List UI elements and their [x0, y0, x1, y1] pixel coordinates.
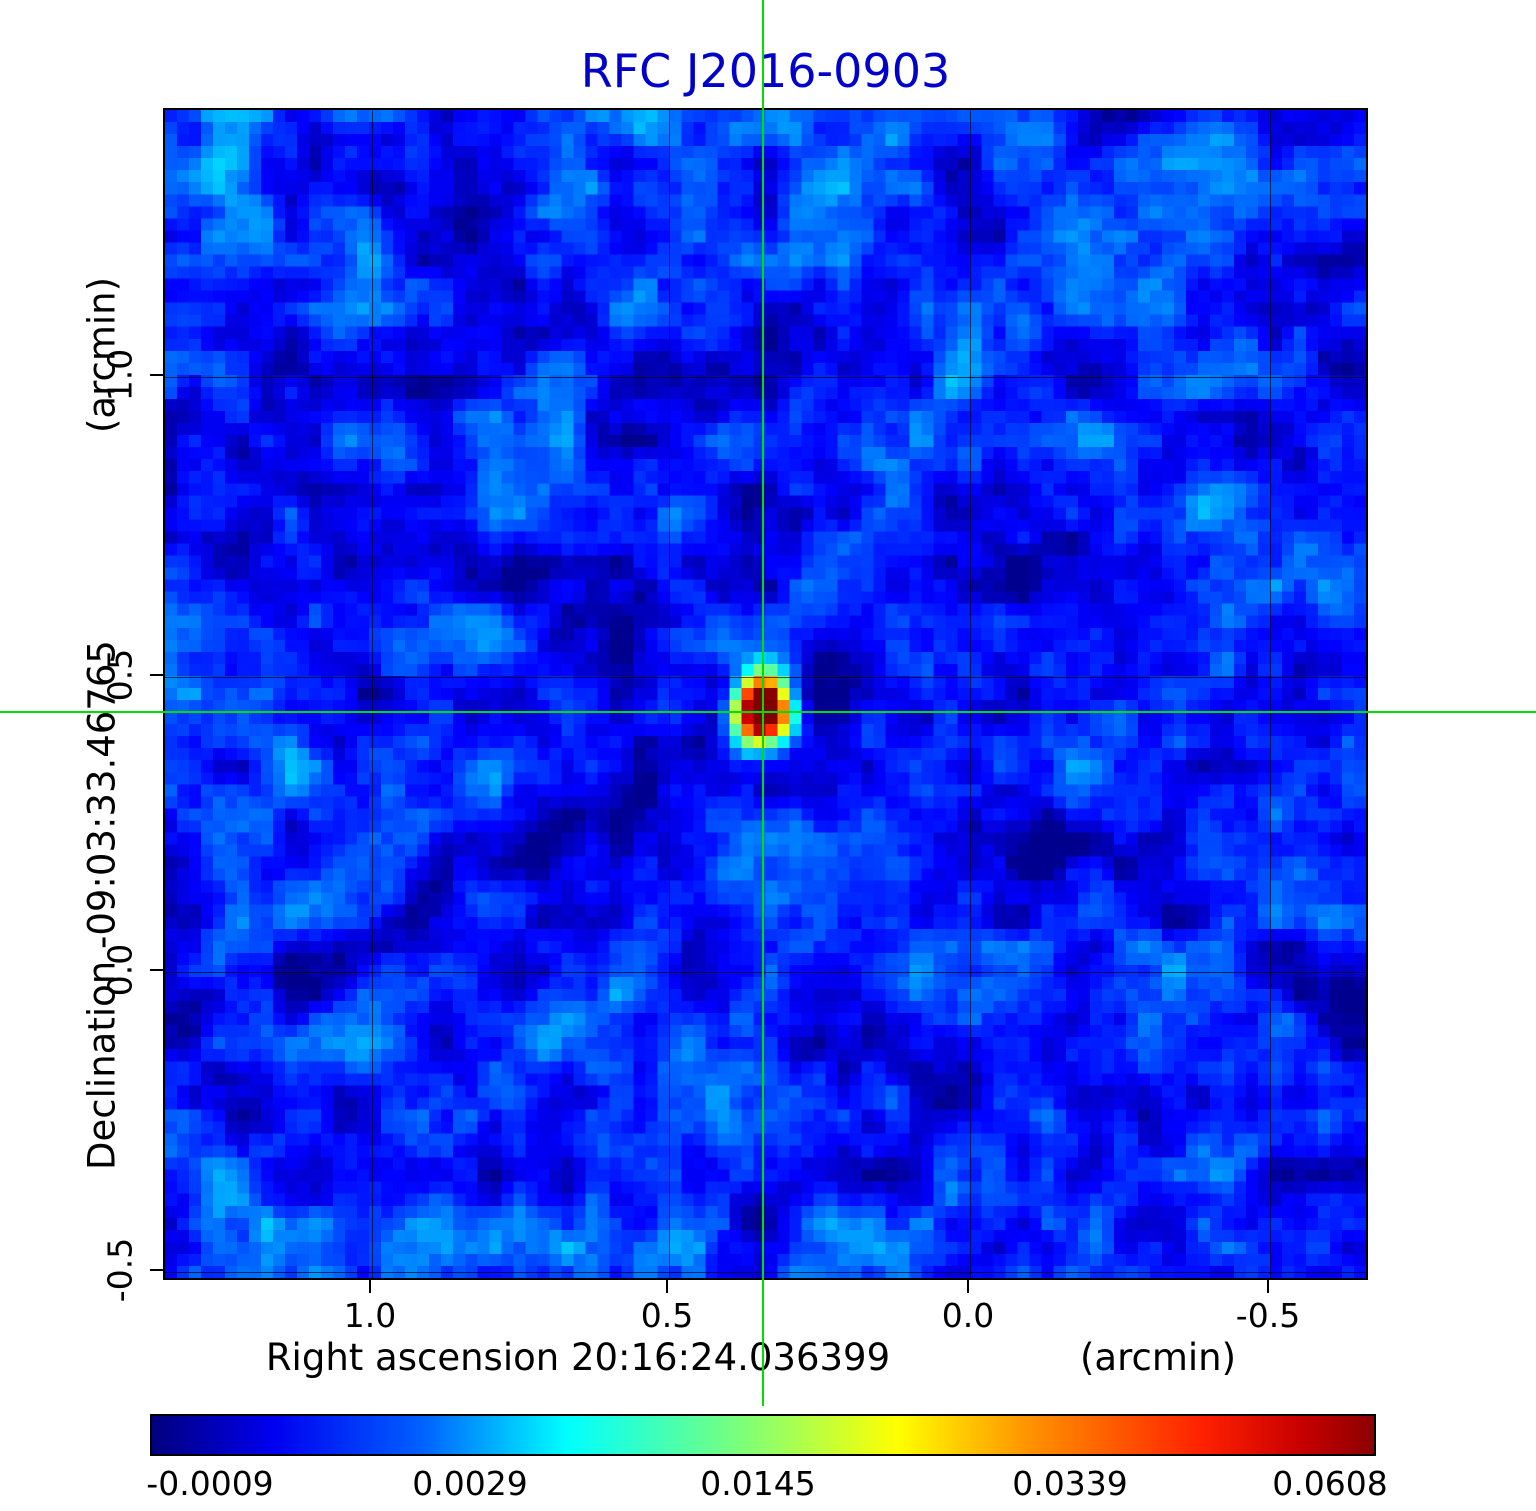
colorbar-tick-label: 0.0145 — [700, 1464, 816, 1503]
sky-map-canvas — [165, 110, 1366, 1278]
colorbar-tick-label: 0.0029 — [412, 1464, 528, 1503]
y-axis-label: Declination -09:03:33.46765 — [80, 640, 124, 1170]
figure-title: RFC J2016-0903 — [580, 44, 951, 98]
y-tick-mark — [150, 969, 163, 971]
x-tick-label: 1.0 — [343, 1296, 397, 1335]
x-tick-mark — [1267, 1280, 1269, 1293]
grid-line-horizontal — [165, 377, 1366, 378]
grid-line-vertical — [669, 110, 670, 1278]
colorbar-tick-label: -0.0009 — [146, 1464, 274, 1503]
sky-map — [163, 108, 1368, 1280]
x-axis-unit-label: (arcmin) — [1079, 1336, 1237, 1379]
y-tick-label: -0.5 — [100, 1237, 140, 1303]
grid-line-vertical — [372, 110, 373, 1278]
x-tick-mark — [369, 1280, 371, 1293]
x-axis-label: Right ascension 20:16:24.036399 — [265, 1336, 891, 1379]
grid-line-horizontal — [165, 1272, 1366, 1273]
x-tick-mark — [967, 1280, 969, 1293]
grid-line-vertical — [1270, 110, 1271, 1278]
crosshair-horizontal-line — [0, 711, 1536, 713]
colorbar-gradient — [150, 1414, 1376, 1456]
y-tick-mark — [150, 674, 163, 676]
x-tick-label: -0.5 — [1235, 1296, 1301, 1335]
colorbar-tick-label: 0.0339 — [1012, 1464, 1128, 1503]
crosshair-vertical-line — [762, 0, 764, 1406]
y-tick-mark — [150, 1269, 163, 1271]
x-tick-label: 0.5 — [640, 1296, 694, 1335]
y-axis-unit-label: (arcmin) — [80, 276, 124, 434]
grid-line-vertical — [970, 110, 971, 1278]
x-tick-label: 0.0 — [941, 1296, 995, 1335]
colorbar-tick-label: 0.0608 — [1272, 1464, 1388, 1503]
x-tick-mark — [666, 1280, 668, 1293]
grid-line-horizontal — [165, 677, 1366, 678]
y-tick-mark — [150, 374, 163, 376]
grid-line-horizontal — [165, 972, 1366, 973]
